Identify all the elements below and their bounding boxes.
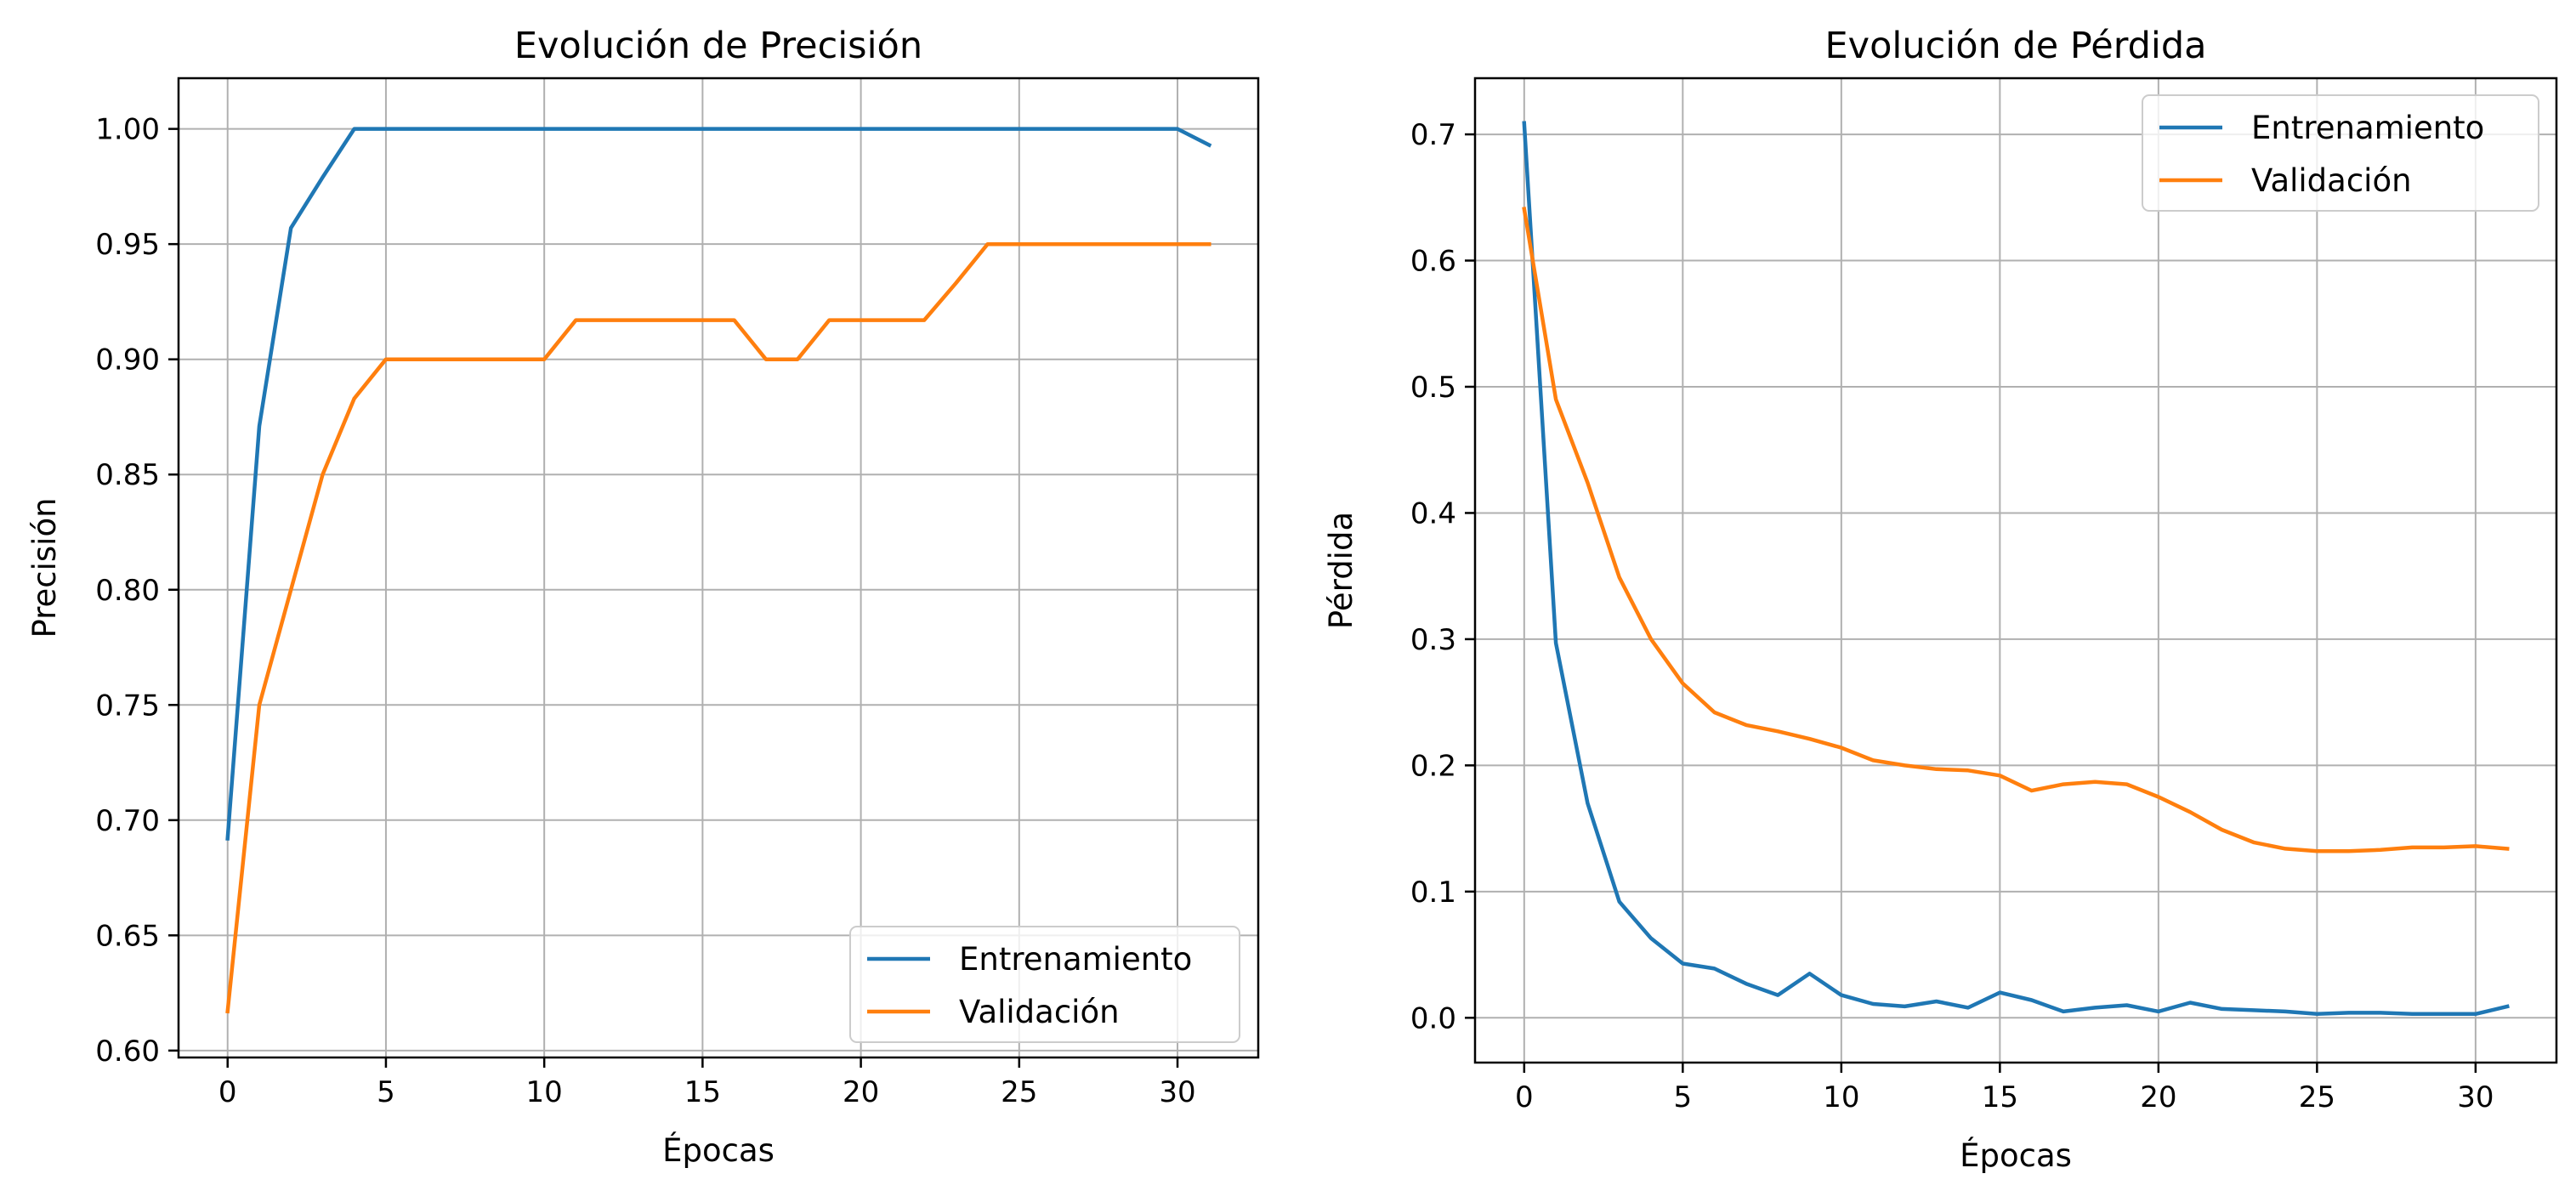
accuracy-y-tick-label-0-60: 0.60 [95,1035,160,1069]
accuracy-y-tick-label-0-95: 0.95 [95,228,160,262]
accuracy-y-tick-label-0-85: 0.85 [95,458,160,492]
accuracy-y-axis-label: Precisión [26,497,63,638]
accuracy-legend-box [849,926,1240,1043]
loss-y-tick-label-0-5: 0.5 [1410,371,1456,405]
accuracy-y-tick-label-0-65: 0.65 [95,919,160,953]
accuracy-x-tick-label-0: 0 [218,1075,237,1109]
loss-chart-title: Evolución de Pérdida [1824,25,2206,67]
accuracy-x-tick-label-10: 10 [526,1075,563,1109]
accuracy-y-tick-label-0-90: 0.90 [95,343,160,377]
accuracy-series-validacion [225,241,1211,1014]
loss-legend-box [2142,94,2539,212]
loss-x-tick-label-25: 25 [2299,1080,2335,1114]
accuracy-x-tick-label-15: 15 [684,1075,721,1109]
loss-chart: 0 5 10 15 20 25 30 0.0 0.1 0.2 0.3 0.4 0.5 0.6 0.7 Evo… [1323,25,2558,1174]
accuracy-legend-label-entrenamiento: Entrenamiento [959,941,1192,978]
loss-y-tick-label-0-0: 0.0 [1410,1001,1456,1035]
loss-y-tick-label-0-3: 0.3 [1410,623,1456,657]
loss-y-tick-label-0-6: 0.6 [1410,245,1456,279]
accuracy-y-tick-label-0-80: 0.80 [95,574,160,608]
accuracy-y-tick-label-0-75: 0.75 [95,689,160,723]
accuracy-y-tick-label-1-00: 1.00 [95,113,160,147]
accuracy-x-tick-label-25: 25 [1001,1075,1037,1109]
accuracy-x-axis-label: Épocas [662,1131,775,1169]
accuracy-axes-frame [177,77,1260,1059]
accuracy-legend: Entrenamiento Validación [849,926,1240,1043]
loss-x-tick-label-10: 10 [1823,1080,1859,1114]
accuracy-legend-label-validacion: Validación [959,994,1120,1030]
loss-x-tick-label-0: 0 [1515,1080,1534,1114]
loss-x-tick-label-30: 30 [2457,1080,2494,1114]
accuracy-x-tick-label-5: 5 [377,1075,395,1109]
accuracy-chart: 0 5 10 15 20 25 30 0.60 0.65 0.70 0.75 0.80 0.85 0.90… [26,25,1260,1169]
loss-legend-label-validacion: Validación [2251,162,2412,199]
loss-y-tick-label-0-2: 0.2 [1410,749,1456,783]
loss-x-tick-label-20: 20 [2140,1080,2176,1114]
accuracy-x-tick-label-20: 20 [843,1075,879,1109]
loss-legend: Entrenamiento Validación [2142,94,2539,212]
accuracy-chart-title: Evolución de Precisión [514,25,922,67]
loss-axes-frame [1473,77,2558,1064]
loss-y-tick-label-0-7: 0.7 [1410,118,1456,152]
accuracy-series-entrenamiento [225,127,1212,841]
loss-series-validacion [1522,207,2510,853]
loss-series-entrenamiento [1522,121,2510,1017]
loss-y-tick-label-0-1: 0.1 [1410,876,1456,910]
accuracy-x-tick-label-30: 30 [1159,1075,1195,1109]
loss-legend-label-entrenamiento: Entrenamiento [2251,110,2484,146]
loss-x-tick-label-5: 5 [1674,1080,1693,1114]
loss-x-tick-label-15: 15 [1982,1080,2018,1114]
loss-y-axis-label: Pérdida [1323,512,1359,629]
loss-x-axis-label: Épocas [1960,1137,2072,1174]
loss-y-tick-label-0-4: 0.4 [1410,496,1456,530]
accuracy-y-tick-label-0-70: 0.70 [95,804,160,838]
